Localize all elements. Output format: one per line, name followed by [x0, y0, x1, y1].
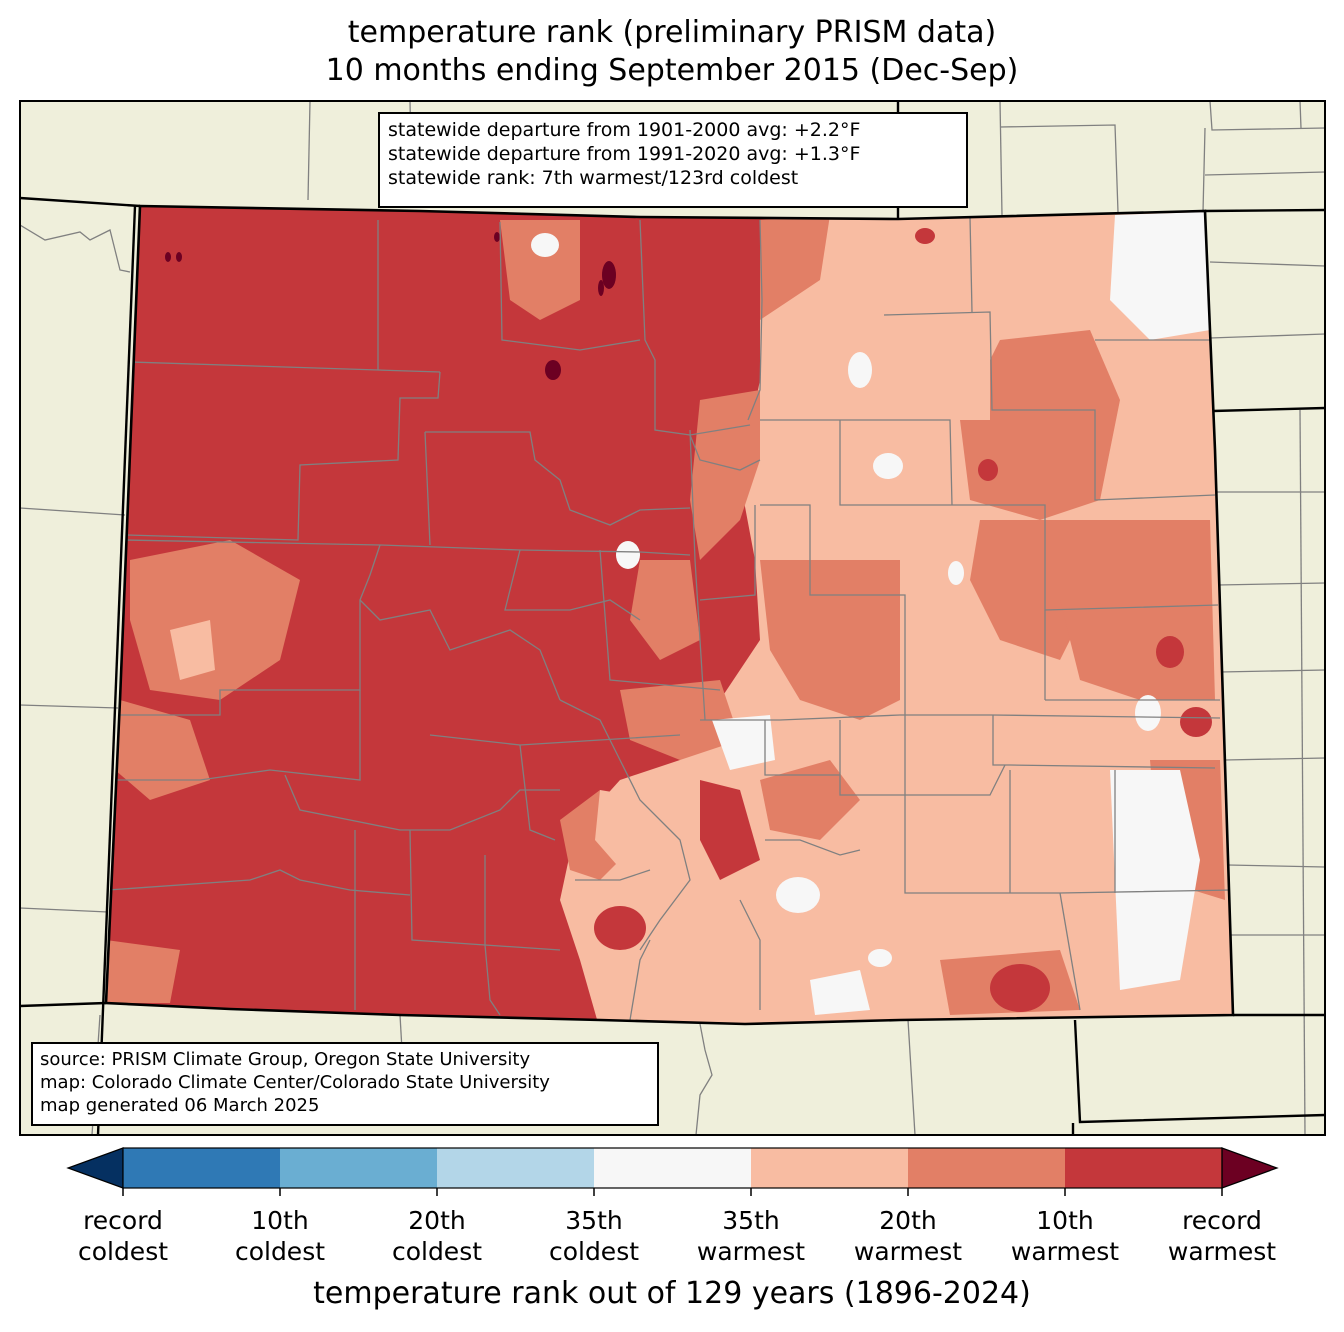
colorbar-tick-record-warmest: record warmest: [1167, 1206, 1277, 1266]
colorbar-label: temperature rank out of 129 years (1896-…: [313, 1276, 1031, 1311]
colorbar-tick-20th-warmest: 20th warmest: [853, 1206, 963, 1266]
source-box: source: PRISM Climate Group, Oregon Stat…: [31, 1042, 659, 1126]
colorbar-tick-10th-warmest: 10th warmest: [1010, 1206, 1120, 1266]
map-title-line1: temperature rank (preliminary PRISM data…: [347, 15, 997, 50]
map-border: [19, 100, 1326, 1136]
colorbar-tick-35th-coldest: 35th coldest: [548, 1206, 640, 1266]
map-generated-line: map generated 06 March 2025: [40, 1095, 320, 1116]
colorbar-tick-20th-coldest: 20th coldest: [391, 1206, 483, 1266]
stats-departure-1901-2000: statewide departure from 1901-2000 avg: …: [388, 119, 861, 141]
colorbar-tick-record-coldest: record coldest: [77, 1206, 169, 1266]
map-credit-line: map: Colorado Climate Center/Colorado St…: [40, 1072, 550, 1093]
neighbor-state-borders: [19, 101, 1326, 1136]
colorado-state-border: [104, 204, 1235, 1026]
map-title-line2: 10 months ending September 2015 (Dec-Sep…: [325, 53, 1019, 88]
source-line: source: PRISM Climate Group, Oregon Stat…: [40, 1049, 531, 1070]
record-warmest-spots: [165, 232, 616, 380]
temperature-rank-fill: [106, 206, 1233, 1024]
colorbar: [66, 1147, 1279, 1196]
stats-statewide-rank: statewide rank: 7th warmest/123rd coldes…: [388, 167, 799, 189]
statewide-stats-box: statewide departure from 1901-2000 avg: …: [378, 112, 968, 208]
colorado-county-lines: [107, 216, 1233, 1021]
colorbar-tick-10th-coldest: 10th coldest: [234, 1206, 326, 1266]
colorbar-tick-35th-warmest: 35th warmest: [696, 1206, 806, 1266]
stats-departure-1991-2020: statewide departure from 1991-2020 avg: …: [388, 143, 861, 165]
